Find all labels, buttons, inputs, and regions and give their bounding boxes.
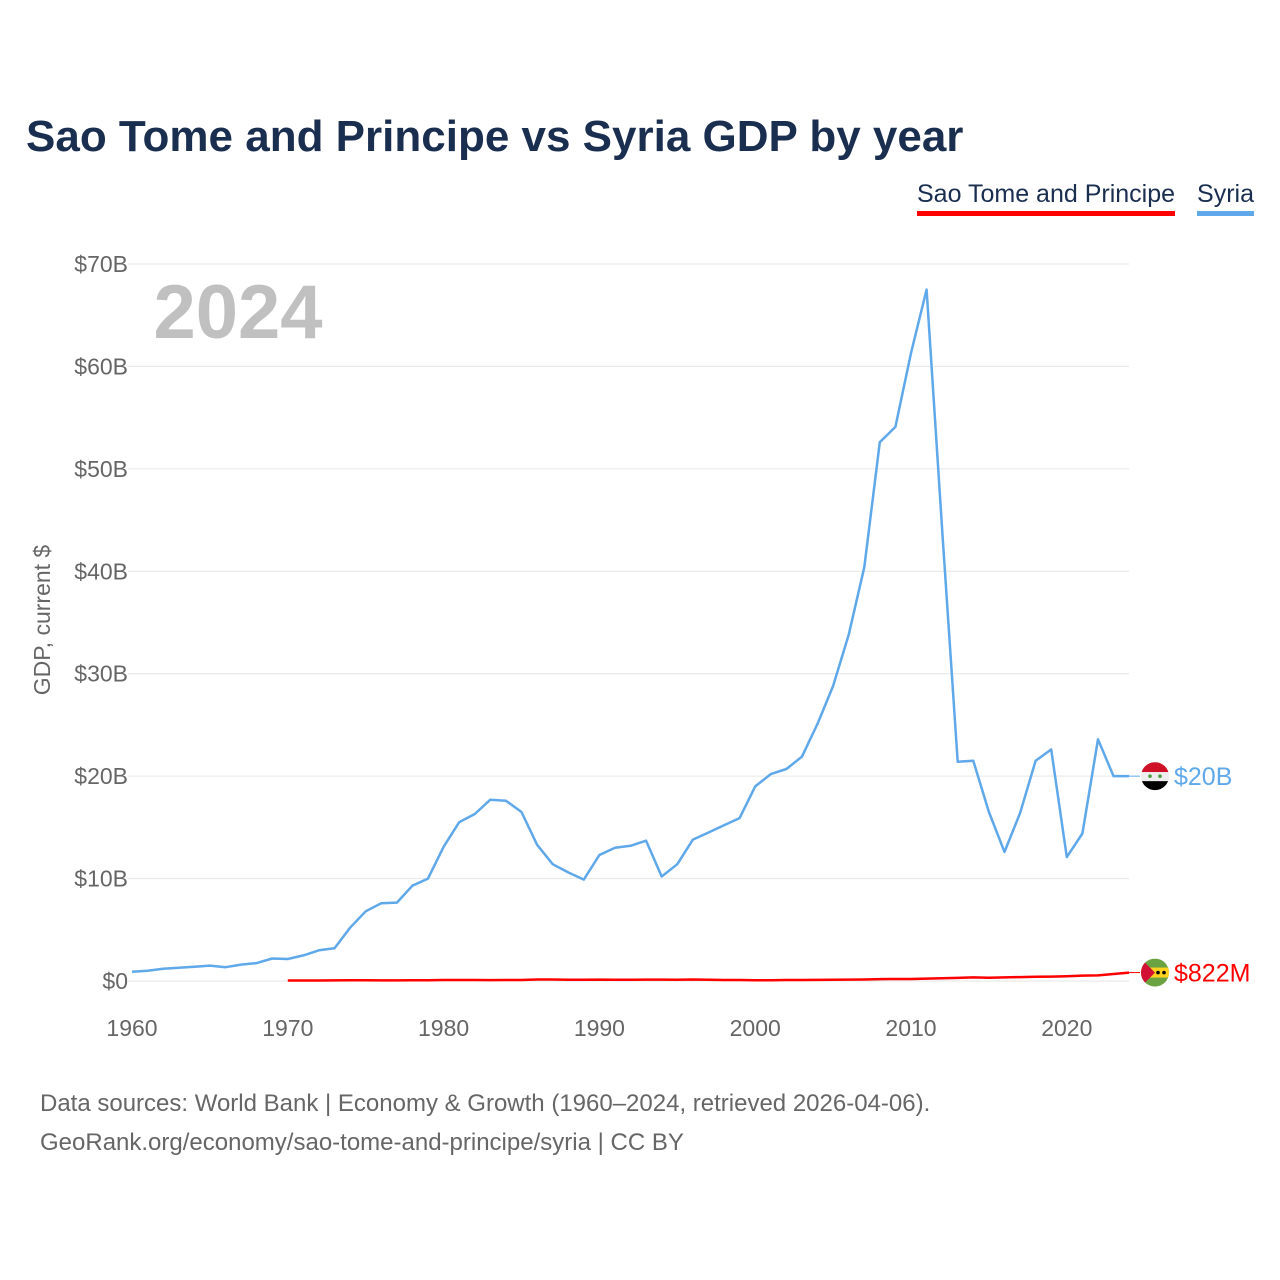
flag-stripe [1141,772,1169,782]
y-tick-label: $50B [74,456,128,482]
end-value-label: $822M [1174,960,1250,988]
flag-sao-tome-and-principe-icon [1141,958,1169,987]
flag-star [1162,970,1166,975]
y-tick-label: $0 [102,968,128,994]
y-tick-label: $30B [74,661,128,687]
series-line-syria [131,288,1130,974]
year-watermark: 2024 [153,270,322,355]
x-tick-label: 2010 [885,1015,936,1041]
flag-body [1141,958,1169,987]
x-tick-label: 1970 [262,1015,313,1041]
x-tick-label: 1990 [574,1015,625,1041]
end-value-label: $20B [1174,763,1232,791]
y-tick-label: $10B [74,866,128,892]
y-tick-label: $40B [74,558,128,584]
legend: Sao Tome and Principe Syria [916,180,1254,216]
flag-triangle [1141,958,1155,987]
x-tick-label: 2020 [1041,1015,1092,1041]
source-line-1: Data sources: World Bank | Economy & Gro… [40,1090,931,1117]
flag-syria-icon [1141,762,1169,791]
flag-star [1158,774,1162,778]
y-tick-label: $70B [74,251,128,277]
legend-item-syria[interactable]: Syria [1197,180,1254,216]
legend-item-sao-tome[interactable]: Sao Tome and Principe [916,180,1176,216]
y-tick-label: $60B [74,353,128,379]
source-note: Data sources: World Bank | Economy & Gro… [40,1084,930,1162]
x-tick-label: 1980 [418,1015,469,1041]
series-line-sao-tome-and-principe [287,971,1130,982]
flag-stripe [1141,762,1169,773]
flag-star [1148,774,1152,778]
x-tick-label: 1960 [106,1015,157,1041]
flag-body [1141,762,1169,791]
y-axis-label: GDP, current $ [29,545,55,696]
x-tick-label: 2000 [730,1015,781,1041]
y-tick-label: $20B [74,763,128,789]
source-url[interactable]: GeoRank.org/economy/sao-tome-and-princip… [40,1129,684,1156]
flag-star [1156,970,1160,975]
chart-title: Sao Tome and Principe vs Syria GDP by ye… [26,112,964,161]
flag-stripe [1141,781,1169,791]
